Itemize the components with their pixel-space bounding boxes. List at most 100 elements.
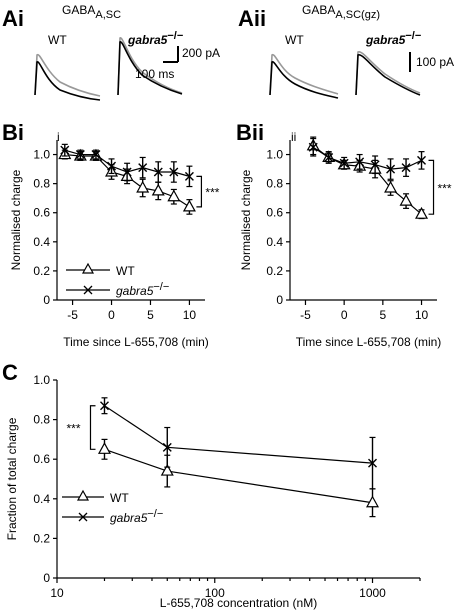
x-tick-label: 5 [379, 308, 386, 322]
ai-ko-traces [117, 37, 183, 96]
wt-point [182, 199, 196, 212]
y-axis-label: Fraction of total charge [5, 417, 19, 540]
y-axis-label: Normalised charge [239, 169, 253, 270]
legend-wt-marker [81, 262, 95, 274]
x-tick-label: 0 [108, 308, 115, 322]
ko-point [91, 150, 101, 160]
panel-label-bi: Bi [2, 120, 24, 145]
y-tick-label: 0.2 [266, 264, 283, 278]
ai-wt-trace-control [34, 54, 101, 97]
ai-ko-trace-drug [117, 41, 183, 96]
x-axis-label: L-655,708 concentration (nM) [160, 596, 317, 610]
y-tick-label: 0 [43, 571, 50, 585]
series-line-wt [104, 448, 373, 504]
y-tick-label: 0.4 [33, 235, 50, 249]
legend-c-ko-label: gabra5−/− [110, 508, 163, 525]
legend-wt-label: WT [116, 264, 135, 278]
aii-ko-traces [355, 51, 421, 96]
series-line-ko [104, 405, 373, 464]
bii-inner-label: ii [291, 130, 296, 144]
ko-point [184, 171, 194, 181]
series-line-ko [312, 146, 422, 170]
y-tick-label: 0 [43, 293, 50, 307]
x-tick-label: 10 [415, 308, 429, 322]
significance-stars: *** [438, 181, 452, 195]
x-tick-label: -5 [67, 308, 78, 322]
wt-point [160, 463, 174, 476]
aii-wt-traces [269, 53, 339, 99]
wt-point [365, 495, 380, 508]
y-tick-label: 0.6 [33, 452, 50, 466]
ko-point [162, 442, 172, 452]
wt-point [415, 206, 429, 219]
ko-point [308, 142, 318, 152]
aii-ko-label: gabra5−/− [365, 30, 421, 47]
ko-point [324, 152, 334, 162]
aii-title: GABAA,SC(gz) [302, 3, 380, 21]
y-tick-label: 0.4 [266, 235, 283, 249]
x-tick-label: 100 [205, 586, 225, 600]
significance-stars: *** [205, 186, 219, 200]
chart-bi: 0 0.2 0.4 0.6 0.8 1.0 -5 0 5 10 Time since L-655,7… [9, 140, 220, 349]
ai-scale-y-label: 200 pA [182, 46, 220, 60]
ko-point [99, 401, 109, 411]
ai-ko-trace-control [117, 37, 183, 96]
significance-bracket [89, 405, 96, 450]
y-tick-label: 0.8 [33, 413, 50, 427]
legend-ko-label: gabra5−/− [116, 281, 169, 298]
aii-wt-label: WT [285, 33, 304, 47]
ai-wt-traces [34, 54, 101, 101]
aii-scale-y-label: 100 pA [416, 55, 454, 69]
ko-point [122, 167, 132, 177]
y-tick-label: 1.0 [33, 373, 50, 387]
ko-point [75, 150, 85, 160]
wt-point [384, 180, 398, 193]
ko-point [370, 160, 380, 170]
panel-label-aii: Aii [238, 6, 266, 31]
wt-point [399, 193, 413, 206]
ai-wt-trace-drug [34, 61, 101, 101]
y-tick-label: 0.4 [33, 492, 50, 506]
y-tick-label: 0.2 [33, 264, 50, 278]
x-tick-label: 0 [341, 308, 348, 322]
ko-point [169, 167, 179, 177]
ko-point [386, 164, 396, 174]
ko-point [107, 161, 117, 171]
panel-label-c: C [2, 360, 18, 385]
x-tick-label: 10 [183, 308, 197, 322]
significance-stars: *** [66, 422, 80, 436]
bi-inner-label: i [57, 130, 60, 144]
panel-label-bii: Bii [236, 120, 264, 145]
wt-point [151, 183, 165, 196]
ko-point [417, 155, 427, 165]
ko-point [153, 167, 163, 177]
ko-point [138, 163, 148, 173]
chart-c: 0 0.2 0.4 0.6 0.8 1.0 10 100 1000 L-655,708 conce… [5, 373, 421, 610]
panel-label-ai: Ai [2, 6, 24, 31]
x-axis-label: Time since L-655,708 (min) [63, 335, 209, 349]
legend-ko-marker [83, 285, 93, 295]
aii-scale-bar: 100 pA [409, 52, 454, 72]
wt-point [136, 180, 150, 193]
x-tick-label: 1000 [359, 586, 386, 600]
y-tick-label: 1.0 [266, 148, 283, 162]
legend-c: WT gabra5−/− [62, 489, 163, 525]
ai-scale-x-label: 100 ms [135, 67, 174, 81]
x-tick-label: -5 [300, 308, 311, 322]
legend-c-wt-label: WT [110, 491, 129, 505]
y-tick-label: 0 [276, 293, 283, 307]
y-tick-label: 0.8 [33, 177, 50, 191]
y-axis-label: Normalised charge [9, 169, 23, 270]
wt-point [97, 442, 112, 454]
ai-wt-label: WT [48, 33, 67, 47]
ko-point [355, 157, 365, 167]
y-tick-label: 0.8 [266, 177, 283, 191]
wt-point [167, 189, 181, 202]
significance-bracket [428, 159, 435, 215]
ko-point [368, 458, 378, 468]
chart-bii: 0 0.2 0.4 0.6 0.8 1.0 -5 0 5 10 Time since L-655,7… [239, 136, 452, 349]
ai-scale-bar: 200 pA 100 ms [135, 46, 220, 81]
ai-title: GABAA,SC [62, 3, 121, 21]
ko-point [60, 145, 70, 155]
